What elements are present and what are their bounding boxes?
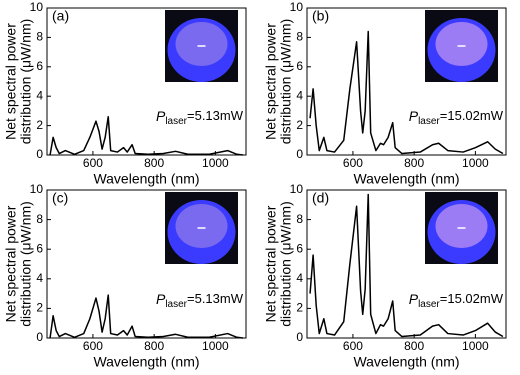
y-axis-label: distribution (μW/nm) [18, 201, 34, 327]
x-tick-label: 800 [144, 156, 164, 170]
spectrum-line [49, 116, 244, 156]
x-tick-label: 1000 [202, 339, 229, 353]
annotation-symbol: P [409, 291, 419, 307]
y-tick-label: 6 [36, 241, 43, 255]
y-axis-label: Net spectral power [3, 23, 19, 140]
y-tick-label: 6 [36, 59, 43, 73]
annotation: Plaser=5.13mW [156, 108, 244, 127]
y-tick-label: 2 [36, 118, 43, 132]
annotation-subscript: laser [165, 299, 187, 310]
annotation-symbol: P [156, 108, 166, 124]
y-tick-label: 10 [30, 182, 44, 196]
y-axis-label: Net spectral power [263, 205, 279, 322]
panel-label: (a) [52, 8, 69, 24]
y-tick-label: 2 [296, 118, 303, 132]
y-tick-label: 4 [36, 88, 43, 102]
y-tick-label: 8 [36, 212, 43, 226]
x-tick-label: 1000 [462, 156, 489, 170]
annotation: Plaser=5.13mW [156, 291, 244, 310]
y-tick-label: 0 [36, 330, 43, 344]
y-tick-label: 2 [296, 301, 303, 315]
annotation-subscript: laser [418, 116, 440, 127]
y-tick-label: 8 [296, 30, 303, 44]
plot-frame [46, 189, 247, 339]
y-tick-label: 6 [296, 59, 303, 73]
x-tick-label: 1000 [462, 339, 489, 353]
x-axis-label: Wavelength (nm) [93, 171, 199, 187]
x-tick-label: 600 [83, 339, 103, 353]
annotation-text: =15.02mW [440, 108, 504, 123]
y-tick-label: 6 [296, 241, 303, 255]
plot-frame [306, 7, 507, 156]
x-tick-label: 800 [144, 339, 164, 353]
y-tick-label: 4 [36, 271, 43, 285]
inset-glow-inner [175, 204, 228, 248]
x-tick-label: 800 [404, 156, 424, 170]
y-axis-label: Net spectral power [263, 23, 279, 140]
x-axis-label: Wavelength (nm) [93, 354, 199, 370]
annotation-symbol: P [409, 108, 419, 124]
plot-frame [306, 189, 507, 339]
panel-label: (d) [312, 190, 329, 206]
spectrum-line [309, 30, 504, 155]
annotation-text: =5.13mW [187, 291, 244, 306]
annotation: Plaser=15.02mW [409, 291, 504, 310]
annotation-text: =15.02mW [440, 291, 504, 306]
panel-label: (b) [312, 8, 329, 24]
y-tick-label: 10 [290, 182, 304, 196]
x-tick-label: 1000 [202, 156, 229, 170]
inset-glow-inner [175, 22, 228, 66]
annotation-subscript: laser [165, 116, 187, 127]
annotation-subscript: laser [418, 299, 440, 310]
y-tick-label: 8 [36, 30, 43, 44]
spectrum-line [49, 294, 244, 339]
y-tick-label: 4 [296, 88, 303, 102]
y-axis-label: Net spectral power [3, 205, 19, 322]
y-tick-label: 10 [290, 0, 304, 14]
y-tick-label: 10 [30, 0, 44, 14]
y-tick-label: 8 [296, 212, 303, 226]
y-axis-label: distribution (μW/nm) [18, 19, 34, 145]
y-tick-label: 2 [36, 301, 43, 315]
y-tick-label: 0 [36, 147, 43, 161]
y-tick-label: 0 [296, 330, 303, 344]
spectrum-line [309, 193, 504, 338]
x-tick-label: 600 [343, 339, 363, 353]
inset-glow-inner [435, 204, 488, 248]
x-tick-label: 600 [83, 156, 103, 170]
x-axis-label: Wavelength (nm) [353, 354, 459, 370]
y-tick-label: 0 [296, 147, 303, 161]
x-tick-label: 600 [343, 156, 363, 170]
y-tick-label: 4 [296, 271, 303, 285]
inset-glow-inner [435, 22, 488, 66]
y-axis-label: distribution (μW/nm) [278, 201, 294, 327]
x-tick-label: 800 [404, 339, 424, 353]
panel-label: (c) [52, 190, 68, 206]
plot-frame [46, 7, 247, 156]
annotation-symbol: P [156, 291, 166, 307]
annotation-text: =5.13mW [187, 108, 244, 123]
x-axis-label: Wavelength (nm) [353, 171, 459, 187]
y-axis-label: distribution (μW/nm) [278, 19, 294, 145]
annotation: Plaser=15.02mW [409, 108, 504, 127]
